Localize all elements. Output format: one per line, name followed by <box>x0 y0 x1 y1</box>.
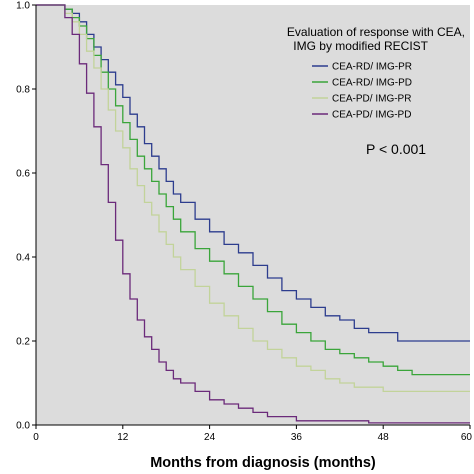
y-tick-label: 0.6 <box>16 169 30 180</box>
y-tick-label: 1.0 <box>16 1 30 12</box>
y-tick-label: 0.0 <box>16 421 30 432</box>
legend-label: CEA-PD/ IMG-PR <box>332 94 411 105</box>
series-line-1 <box>36 4 470 342</box>
x-tick-label: 48 <box>378 432 390 443</box>
x-ticks: 0 12 24 36 48 60 <box>33 425 472 443</box>
series-layer <box>36 4 470 424</box>
p-value-annotation: P < 0.001 <box>366 141 426 157</box>
y-tick-label: 0.2 <box>16 337 30 348</box>
y-tick-label: 0.4 <box>16 253 30 264</box>
legend-label: CEA-PD/ IMG-PD <box>332 110 411 121</box>
legend-title-line-2: IMG by modified RECIST <box>293 39 428 53</box>
series-line-3 <box>36 4 470 393</box>
legend-items: CEA-RD/ IMG-PR CEA-RD/ IMG-PD CEA-PD/ IMG-… <box>312 62 412 121</box>
x-tick-label: 24 <box>204 432 216 443</box>
x-tick-label: 12 <box>117 432 129 443</box>
y-ticks: 0.0 0.2 0.4 0.6 0.8 1.0 <box>16 1 36 432</box>
legend: Evaluation of response with CEA, IMG by … <box>287 25 465 121</box>
legend-label: CEA-RD/ IMG-PR <box>332 62 412 73</box>
x-tick-label: 36 <box>291 432 303 443</box>
x-axis-label: Months from diagnosis (months) <box>150 455 376 471</box>
x-tick-label: 60 <box>461 432 473 443</box>
legend-title-line-1: Evaluation of response with CEA, <box>287 25 465 39</box>
y-tick-label: 0.8 <box>16 85 30 96</box>
legend-label: CEA-RD/ IMG-PD <box>332 78 412 89</box>
series-line-2 <box>36 4 470 376</box>
x-tick-label: 0 <box>33 432 39 443</box>
series-line-4 <box>36 4 470 424</box>
